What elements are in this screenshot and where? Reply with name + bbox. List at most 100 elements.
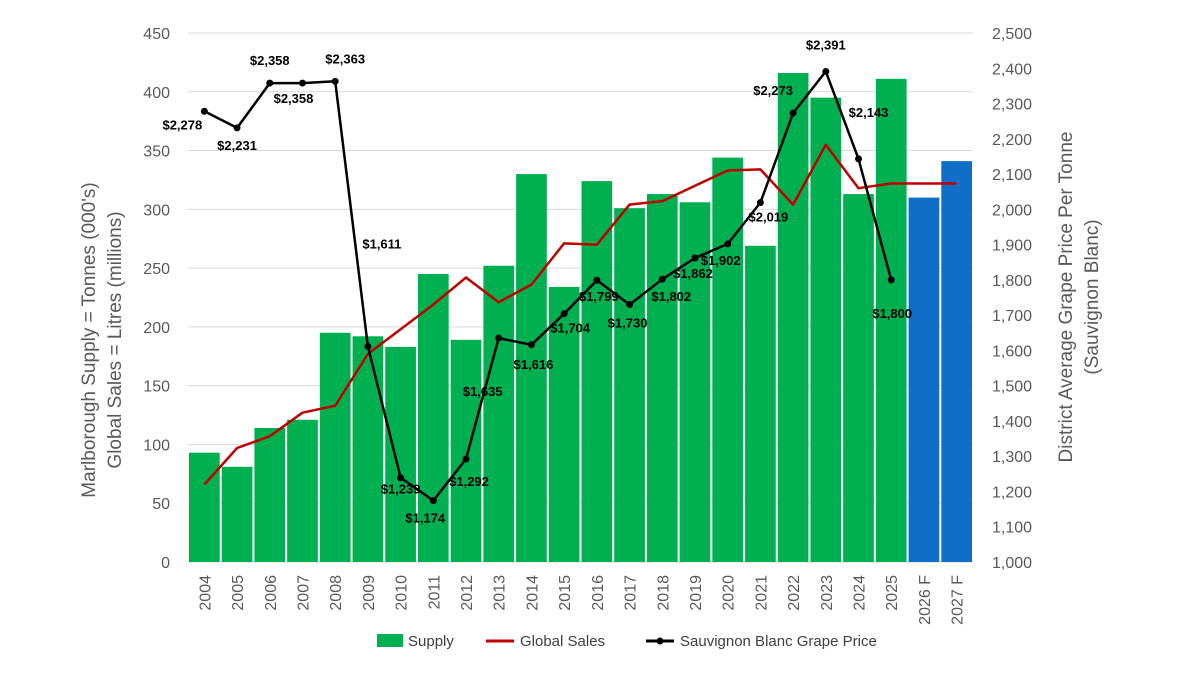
x-tick-label: 2020	[721, 575, 738, 611]
x-tick-label: 2025	[884, 575, 901, 611]
grape-price-marker	[364, 343, 372, 351]
x-tick-label: 2005	[230, 575, 247, 611]
x-tick-label: 2004	[197, 575, 214, 611]
supply-bar	[581, 181, 613, 562]
left-tick-label: 350	[143, 144, 170, 161]
x-tick-label: 2010	[394, 575, 411, 611]
legend: Supply Global Sales Sauvignon Blanc Grap…	[377, 633, 877, 650]
left-axis-title-line-2: Global Sales = Litres (millions)	[105, 211, 126, 468]
x-tick-label: 2007	[295, 575, 312, 611]
right-tick-label: 2,400	[992, 61, 1032, 78]
right-tick-label: 1,500	[992, 379, 1032, 396]
right-tick-label: 2,300	[992, 97, 1032, 114]
legend-swatch-grape-price-marker	[656, 637, 664, 645]
left-tick-label: 400	[143, 85, 170, 102]
legend-label-grape-price: Sauvignon Blanc Grape Price	[680, 633, 877, 650]
right-tick-label: 1,000	[992, 555, 1032, 572]
x-tick-label: 2022	[786, 575, 803, 611]
grape-price-data-label: $2,358	[250, 53, 290, 68]
grape-price-data-label: $1,862	[673, 266, 713, 281]
grape-price-marker	[658, 275, 666, 283]
left-tick-label: 450	[143, 26, 170, 43]
grape-price-marker	[495, 334, 503, 342]
grape-price-marker	[266, 79, 274, 87]
grape-price-marker	[822, 67, 830, 75]
grape-price-marker	[691, 254, 699, 262]
supply-bar	[679, 202, 711, 562]
right-tick-label: 2,200	[992, 132, 1032, 149]
grape-price-data-label: $1,799	[579, 289, 619, 304]
supply-bar	[287, 419, 318, 562]
supply-bar	[548, 286, 580, 562]
supply-bar	[614, 208, 645, 562]
right-axis-title-line-2: (Sauvignon Blanc)	[1082, 219, 1103, 374]
grape-price-data-label: $2,278	[162, 117, 202, 132]
right-tick-label: 2,000	[992, 202, 1032, 219]
legend-label-supply: Supply	[408, 633, 454, 650]
left-tick-label: 100	[143, 437, 170, 454]
x-tick-label: 2021	[753, 575, 770, 611]
right-tick-label: 2,100	[992, 167, 1032, 184]
grape-price-marker	[462, 455, 470, 463]
supply-bar	[254, 427, 286, 562]
x-tick-label: 2012	[459, 575, 476, 611]
supply-bar	[941, 161, 972, 562]
x-tick-label: 2023	[819, 575, 836, 611]
grape-price-data-label: $1,635	[463, 384, 503, 399]
right-tick-label: 1,400	[992, 414, 1032, 431]
grape-price-data-label: $1,239	[381, 482, 421, 497]
x-tick-label: 2027 F	[950, 575, 967, 625]
supply-bar	[352, 336, 384, 562]
gridlines	[188, 32, 973, 563]
grape-price-data-label: $1,616	[514, 357, 554, 372]
grape-price-marker	[855, 155, 863, 163]
grape-price-marker	[593, 276, 601, 284]
right-tick-label: 2,500	[992, 26, 1032, 43]
left-tick-label: 250	[143, 261, 170, 278]
right-axis-ticks: 1,000 1,100 1,200 1,300 1,400 1,500 1,600 1,700…	[992, 26, 1032, 572]
grape-price-data-label: $1,800	[872, 306, 912, 321]
grape-price-marker	[233, 124, 241, 132]
x-tick-label: 2015	[557, 575, 574, 611]
grape-price-marker	[200, 107, 208, 115]
supply-bar	[745, 245, 776, 562]
grape-price-marker	[527, 341, 535, 349]
grape-price-marker	[789, 109, 797, 117]
grape-price-marker	[429, 497, 437, 505]
x-tick-label: 2017	[623, 575, 640, 611]
supply-bar	[221, 466, 253, 562]
grape-price-data-label: $1,704	[550, 321, 591, 336]
grape-price-marker	[560, 310, 568, 318]
left-tick-label: 300	[143, 202, 170, 219]
supply-bar	[319, 332, 351, 562]
left-tick-label: 0	[161, 555, 170, 572]
left-tick-label: 150	[143, 379, 170, 396]
left-tick-label: 50	[152, 496, 170, 513]
supply-bar	[712, 157, 744, 562]
supply-bar	[385, 346, 416, 562]
grape-price-data-label: $2,391	[806, 37, 846, 52]
x-tick-label: 2018	[655, 575, 672, 611]
x-tick-label: 2009	[361, 575, 378, 611]
grape-price-marker	[756, 199, 764, 207]
grape-price-data-label: $1,174	[405, 511, 446, 526]
grape-price-marker	[724, 240, 732, 248]
grape-price-marker	[887, 276, 895, 284]
legend-label-global-sales: Global Sales	[520, 633, 605, 650]
legend-swatch-supply	[377, 634, 403, 647]
grape-price-data-label: $1,292	[449, 474, 489, 489]
supply-bar	[908, 197, 940, 563]
supply-bar	[843, 194, 874, 562]
supply-bar	[777, 72, 809, 563]
supply-bar	[516, 174, 547, 563]
right-tick-label: 1,600	[992, 343, 1032, 360]
right-tick-label: 1,300	[992, 449, 1032, 466]
right-tick-label: 1,100	[992, 520, 1032, 537]
grape-price-data-label: $2,358	[274, 91, 314, 106]
x-tick-label: 2011	[426, 575, 443, 610]
grape-price-marker	[331, 77, 339, 85]
data-labels: $2,278 $2,231 $2,358 $2,358 $2,363 $1,611 $1,2…	[162, 37, 912, 525]
grape-price-data-label: $2,273	[753, 83, 793, 98]
supply-bars	[189, 72, 972, 563]
x-tick-label: 2013	[492, 575, 509, 611]
